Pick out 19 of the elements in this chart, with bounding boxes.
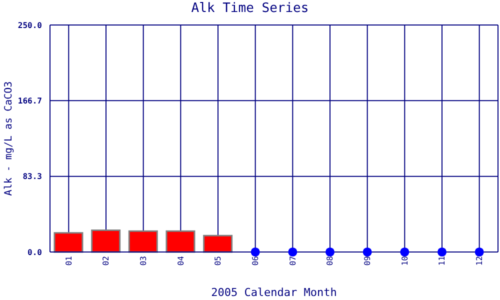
x-tick-label: 03 <box>139 256 148 266</box>
x-tick-label: 05 <box>214 256 223 266</box>
x-tick-label: 06 <box>251 256 260 266</box>
x-tick-label: 02 <box>102 256 111 266</box>
x-tick-label: 11 <box>438 256 447 266</box>
x-tick-label: 04 <box>176 256 186 266</box>
y-tick-label: 0.0 <box>28 248 42 257</box>
y-tick-label: 83.3 <box>22 172 42 182</box>
x-axis-title: 2005 Calendar Month <box>211 286 337 299</box>
x-tick-label: 07 <box>288 256 298 266</box>
x-tick-label: 10 <box>400 256 410 266</box>
y-tick-label: 166.7 <box>18 96 42 106</box>
x-tick-label: 12 <box>475 256 484 266</box>
y-axis-title: Alk - mg/L as CaCO3 <box>4 81 15 196</box>
x-tick-label: 09 <box>363 256 372 266</box>
x-tick-label: 08 <box>326 256 335 266</box>
y-tick-label: 250.0 <box>18 20 42 30</box>
x-tick-label: 01 <box>64 256 74 266</box>
chart-title: Alk Time Series <box>190 1 310 16</box>
